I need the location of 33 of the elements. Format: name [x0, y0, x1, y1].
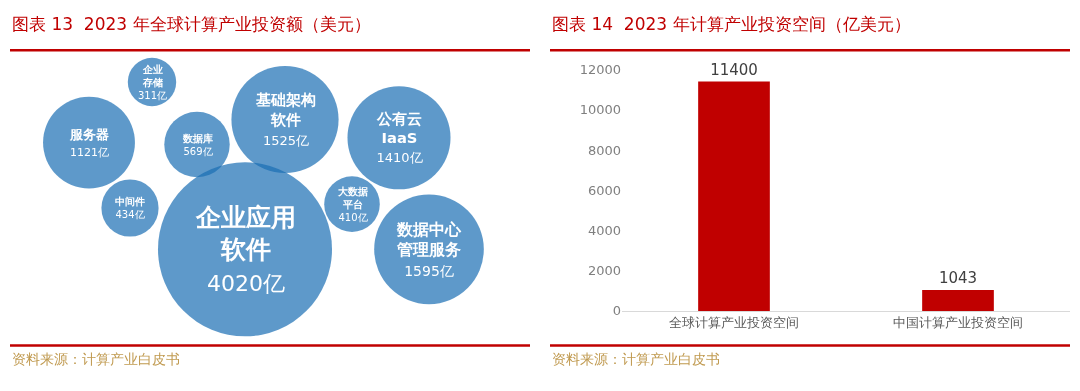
- y-tick-label: 0: [612, 303, 621, 319]
- y-tick-label: 8000: [587, 142, 621, 158]
- category-label: 数据中心管理服务: [396, 220, 462, 260]
- x-tick-label: 全球计算产业投资空间: [669, 315, 799, 331]
- category-label: 服务器: [69, 127, 109, 142]
- y-tick-label: 10000: [579, 102, 621, 118]
- data-label: 410亿: [338, 212, 368, 223]
- category-label: 企业存储: [141, 64, 163, 88]
- data-label: 1043: [938, 268, 978, 287]
- data-label: 1525亿: [262, 132, 310, 148]
- data-label: 1595亿: [404, 262, 454, 279]
- data-label: 434亿: [115, 209, 145, 220]
- x-tick-label: 中国计算产业投资空间: [893, 315, 1023, 331]
- category-label: 公有云IaaS: [376, 110, 422, 147]
- data-label: 1410亿: [376, 150, 423, 166]
- y-tick-label: 2000: [587, 263, 621, 279]
- data-label: 11400: [710, 60, 758, 79]
- category-label: 企业应用软件: [195, 203, 296, 265]
- text: 图表 13 2023 年全球计算产业投资额（美元）: [12, 14, 371, 34]
- text: 资料来源：计算产业白皮书: [552, 351, 720, 367]
- category-label: 大数据平台: [337, 186, 368, 210]
- category-label: 基础架构软件: [255, 91, 316, 129]
- data-label: 4020亿: [207, 270, 285, 296]
- category-label: 数据库: [182, 133, 213, 144]
- y-tick-label: 6000: [587, 182, 621, 198]
- data-label: 569亿: [183, 146, 213, 157]
- data-label: 311亿: [138, 90, 168, 101]
- category-label: 中间件: [115, 196, 145, 207]
- text: 资料来源：计算产业白皮书: [12, 351, 180, 367]
- chart-title: 图表 14 2023 年计算产业投资空间（亿美元）: [552, 14, 911, 34]
- data-label: 1121亿: [70, 146, 109, 160]
- y-tick-label: 12000: [579, 62, 621, 78]
- y-tick-label: 4000: [587, 222, 621, 238]
